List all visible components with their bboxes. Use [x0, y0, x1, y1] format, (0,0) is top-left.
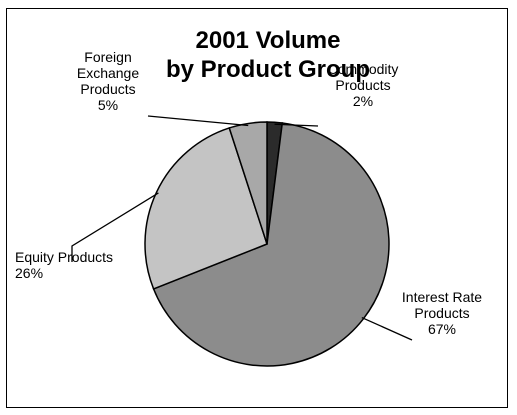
pie-slices [144, 121, 390, 367]
slice-label-3-0: Foreign [84, 49, 131, 65]
slice-label-0-1: Products [335, 77, 390, 93]
slice-label-3-1: Exchange [77, 65, 139, 81]
slice-label-2-0: Equity Products [15, 249, 113, 265]
chart-title-line-2: by Product Group [166, 56, 370, 83]
pie-slice-2 [144, 127, 268, 290]
slice-label-0-0: Commodity [328, 61, 399, 77]
leader-lines [71, 115, 413, 341]
slice-label-1-0: Interest Rate [402, 289, 482, 305]
pie-slice-3 [228, 121, 268, 245]
slice-label-3-2: Products [80, 81, 135, 97]
slice-value-label-0: 2% [353, 93, 373, 109]
leader-line-2 [71, 192, 159, 262]
slice-value-label-1: 67% [428, 321, 456, 337]
slice-value-label-3: 5% [98, 97, 118, 113]
chart-title-line-1: 2001 Volume [196, 27, 341, 54]
slice-value-label-2: 26% [15, 265, 43, 281]
leader-line-0 [274, 123, 319, 127]
leader-line-3 [147, 115, 249, 127]
slice-label-1-1: Products [414, 305, 469, 321]
leader-line-1 [361, 316, 413, 341]
